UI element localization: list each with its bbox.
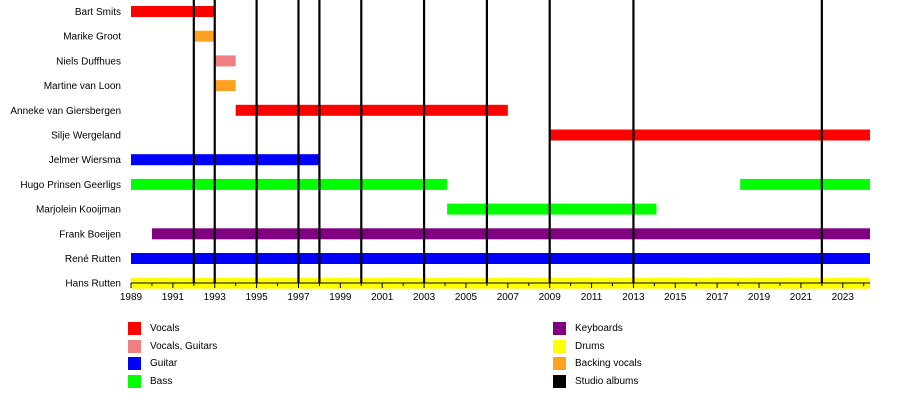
legend-label-vocals: Vocals	[150, 323, 180, 335]
x-tick-label-2001: 2001	[371, 292, 394, 303]
bar-frank-boeijen-1	[151, 228, 871, 240]
legend-swatch-drums	[553, 339, 566, 353]
x-tick-label-1989: 1989	[120, 292, 143, 303]
x-tick-label-1995: 1995	[245, 292, 268, 303]
member-label-hugo-prinsen-geerligs: Hugo Prinsen Geerligs	[20, 180, 121, 191]
x-tick-label-2007: 2007	[497, 292, 520, 303]
legend-swatch-studio-albums	[553, 374, 566, 388]
member-label-bart-smits: Bart Smits	[75, 7, 121, 18]
legend-item-vocals-guitars: Vocals, Guitars	[128, 338, 217, 356]
bar-marjolein-kooijman-1	[447, 203, 657, 215]
legend-swatch-backing-vocals	[553, 357, 566, 371]
bar-anneke-van-giersbergen-1	[235, 104, 508, 116]
legend-column-left: Vocals Vocals, Guitars Guitar Bass	[128, 320, 217, 390]
bar-hugo-prinsen-geerligs-2	[740, 178, 870, 190]
bar-rene-rutten-1	[131, 253, 870, 264]
x-tick-label-2009: 2009	[539, 292, 562, 303]
x-tick-label-2003: 2003	[413, 292, 436, 303]
x-tick-label-2023: 2023	[832, 292, 855, 303]
x-tick-label-1991: 1991	[162, 292, 185, 303]
band-timeline-chart: Bart Smits Marike Groot Niels Duffhues Mart…	[10, 0, 871, 303]
member-labels: Bart Smits Marike Groot Niels Duffhues Mart…	[10, 7, 121, 290]
x-tick-label-1993: 1993	[204, 292, 227, 303]
x-tick-label-2019: 2019	[748, 292, 771, 303]
x-tick-label-2015: 2015	[664, 292, 687, 303]
x-tick-label-2017: 2017	[706, 292, 729, 303]
bar-bart-smits-1	[131, 6, 215, 17]
legend-column-right: Keyboards Drums Backing vocals Studio album…	[553, 320, 642, 390]
member-label-hans-rutten: Hans Rutten	[65, 279, 121, 290]
legend-swatch-bass	[128, 374, 141, 388]
member-label-marjolein-kooijman: Marjolein Kooijman	[36, 205, 121, 216]
x-tick-label-2013: 2013	[622, 292, 645, 303]
member-label-frank-boeijen: Frank Boeijen	[59, 229, 121, 240]
member-bars	[131, 6, 871, 289]
bar-martine-van-loon-1	[214, 80, 236, 92]
legend-swatch-vocals	[128, 322, 141, 336]
member-label-marike-groot: Marike Groot	[63, 32, 121, 43]
bar-jelmer-wiersma-1	[131, 154, 320, 166]
legend-item-backing-vocals: Backing vocals	[553, 355, 642, 373]
x-tick-label-1999: 1999	[329, 292, 352, 303]
legend-item-bass: Bass	[128, 373, 217, 391]
album-lines	[192, 0, 823, 283]
x-tick-label-2005: 2005	[455, 292, 478, 303]
year-axis: 1989 1991 1993 1995 1997 1999 2001 2003 2005 2007…	[120, 282, 870, 303]
legend-label-backing-vocals: Backing vocals	[575, 358, 642, 370]
bar-marike-groot-1	[193, 30, 215, 42]
legend-label-guitar: Guitar	[150, 358, 178, 370]
legend-label-drums: Drums	[575, 340, 605, 352]
bar-hugo-prinsen-geerligs-1	[131, 178, 448, 190]
x-tick-label-2021: 2021	[790, 292, 813, 303]
legend-swatch-vocals-guitars	[128, 339, 141, 353]
legend-label-bass: Bass	[150, 375, 173, 387]
member-label-silje-wergeland: Silje Wergeland	[51, 131, 121, 142]
member-label-jelmer-wiersma: Jelmer Wiersma	[49, 155, 122, 166]
bar-niels-duffhues-1	[214, 55, 236, 67]
legend-label-vocals-guitars: Vocals, Guitars	[150, 340, 218, 352]
member-label-anneke-van-giersbergen: Anneke van Giersbergen	[10, 106, 121, 117]
bar-silje-wergeland-1	[549, 129, 870, 141]
legend-item-drums: Drums	[553, 338, 642, 356]
legend-item-keyboards: Keyboards	[553, 320, 642, 338]
member-label-niels-duffhues: Niels Duffhues	[56, 56, 121, 67]
member-label-rene-rutten: René Rutten	[65, 254, 121, 265]
legend: Vocals Vocals, Guitars Guitar Bass Keyboard…	[128, 320, 828, 392]
x-tick-label-2011: 2011	[581, 292, 603, 303]
legend-label-keyboards: Keyboards	[575, 323, 623, 335]
legend-item-vocals: Vocals	[128, 320, 217, 338]
member-label-martine-van-loon: Martine van Loon	[44, 81, 121, 92]
legend-item-guitar: Guitar	[128, 355, 217, 373]
legend-item-studio-albums: Studio albums	[553, 373, 642, 391]
x-tick-label-1997: 1997	[287, 292, 310, 303]
legend-swatch-guitar	[128, 357, 141, 371]
legend-label-studio-albums: Studio albums	[575, 375, 639, 387]
legend-swatch-keyboards	[553, 322, 566, 336]
